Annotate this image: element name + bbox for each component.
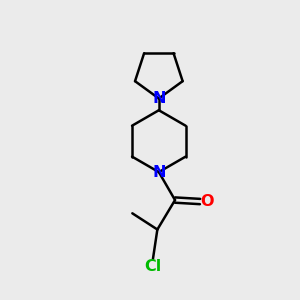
Text: O: O [200, 194, 213, 209]
Text: N: N [152, 91, 166, 106]
Text: N: N [152, 165, 166, 180]
Text: Cl: Cl [144, 259, 162, 274]
